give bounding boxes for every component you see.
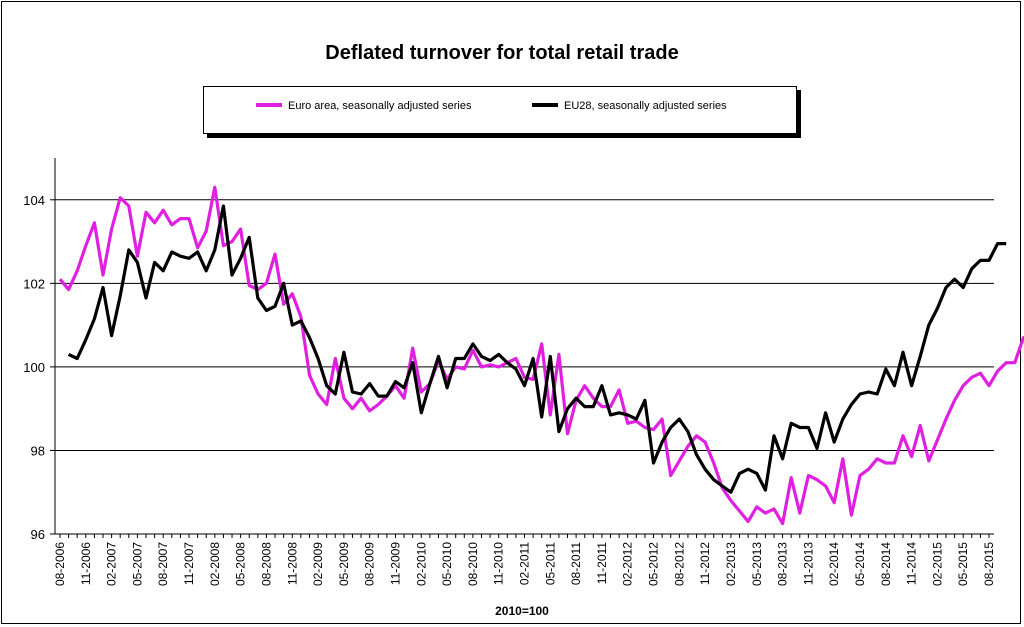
x-tick-label-11-2014: 11-2014 [905,542,919,585]
x-tick-label-05-2007: 05-2007 [130,542,144,586]
x-tick-label-02-2007: 02-2007 [105,542,119,586]
x-tick-label-11-2013: 11-2013 [801,542,815,585]
x-tick-label-08-2012: 08-2012 [672,542,686,586]
x-tick-label-02-2011: 02-2011 [518,542,532,585]
x-tick-label-08-2006: 08-2006 [53,542,67,586]
y-tick-label-98: 98 [31,443,45,458]
legend-swatch-eu28 [532,103,558,108]
y-tick-label-96: 96 [31,527,45,542]
legend-item-eu28: EU28, seasonally adjusted series [532,100,727,112]
x-tick-label-08-2013: 08-2013 [776,542,790,586]
x-tick-label-08-2007: 08-2007 [156,542,170,586]
legend-swatch-euro-area [256,103,282,108]
x-tick-label-02-2015: 02-2015 [930,542,944,586]
x-tick-label-11-2010: 11-2010 [492,542,506,585]
x-tick-label-05-2013: 05-2013 [750,542,764,586]
y-tick-label-100: 100 [23,360,45,375]
legend-label-euro-area: Euro area, seasonally adjusted series [288,100,472,112]
legend-label-eu28: EU28, seasonally adjusted series [564,100,727,112]
x-tick-label-05-2014: 05-2014 [853,542,867,586]
x-tick-label-02-2013: 02-2013 [724,542,738,586]
x-axis-label: 2010=100 [495,604,549,618]
x-tick-label-08-2014: 08-2014 [879,542,893,586]
x-tick-label-08-2015: 08-2015 [982,542,996,586]
x-tick-label-08-2010: 08-2010 [466,542,480,586]
x-tick-label-08-2008: 08-2008 [259,542,273,586]
x-tick-label-02-2008: 02-2008 [208,542,222,586]
series-line-eu28 [67,204,1007,494]
x-tick-label-05-2010: 05-2010 [440,542,454,586]
x-tick-label-11-2008: 11-2008 [285,542,299,585]
series-line-euro-area [58,185,1024,526]
x-tick-label-02-2014: 02-2014 [827,542,841,586]
x-tick-label-11-2012: 11-2012 [698,542,712,585]
x-tick-label-05-2015: 05-2015 [956,542,970,586]
chart-title: Deflated turnover for total retail trade [325,42,679,64]
x-tick-label-02-2012: 02-2012 [621,542,635,586]
legend-item-euro-area: Euro area, seasonally adjusted series [256,100,471,112]
y-tick-label-102: 102 [23,276,45,291]
x-tick-label-05-2008: 05-2008 [234,542,248,586]
y-tick-label-104: 104 [23,193,45,208]
x-tick-label-11-2011: 11-2011 [595,542,609,585]
x-tick-label-02-2009: 02-2009 [311,542,325,586]
x-tick-label-08-2011: 08-2011 [569,542,583,585]
x-tick-label-05-2009: 05-2009 [337,542,351,586]
x-tick-label-08-2009: 08-2009 [363,542,377,586]
x-tick-label-11-2009: 11-2009 [388,542,402,585]
x-tick-label-05-2012: 05-2012 [647,542,661,586]
x-tick-label-02-2010: 02-2010 [414,542,428,586]
chart-legend: Euro area, seasonally adjusted series EU… [203,86,797,134]
x-tick-label-05-2011: 05-2011 [543,542,557,585]
x-tick-label-11-2007: 11-2007 [182,542,196,585]
x-tick-label-11-2006: 11-2006 [79,542,93,585]
